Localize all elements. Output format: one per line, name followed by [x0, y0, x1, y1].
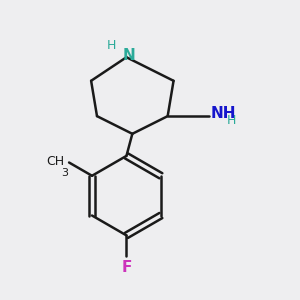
Text: 3: 3 — [61, 168, 68, 178]
Text: H: H — [227, 114, 236, 127]
Text: F: F — [121, 260, 132, 274]
Text: N: N — [123, 48, 136, 63]
Text: H: H — [107, 39, 116, 52]
Text: NH: NH — [210, 106, 236, 121]
Text: CH: CH — [46, 154, 65, 167]
